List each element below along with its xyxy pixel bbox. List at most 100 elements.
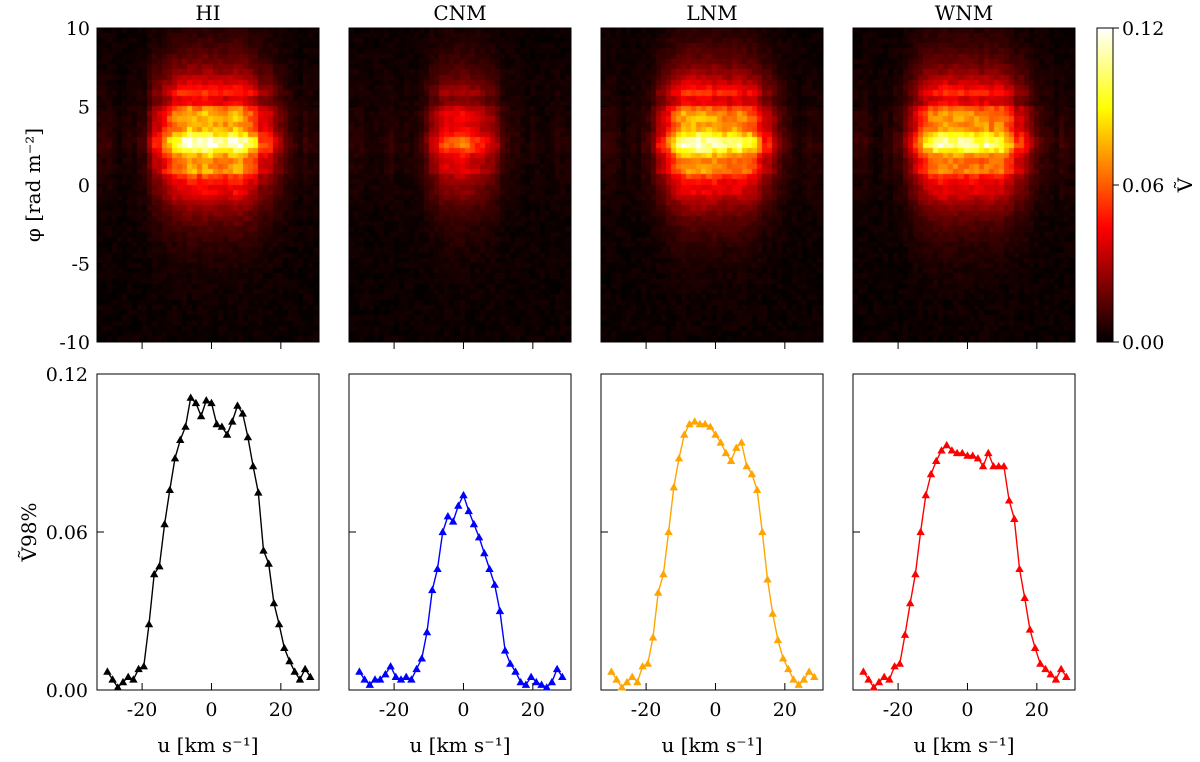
heatmap-y-tick-label: -10 xyxy=(59,332,90,354)
profile-x-tick-label: -20 xyxy=(883,699,914,721)
profile-cnm-marker xyxy=(532,677,541,686)
profile-wnm-marker xyxy=(906,598,915,607)
heatmap-cnm-panel: CNM xyxy=(348,1,572,343)
profile-wnm-marker xyxy=(1056,664,1066,673)
profile-hi-marker xyxy=(259,546,268,554)
profile-cnm-line xyxy=(358,493,563,689)
profile-wnm-marker xyxy=(978,462,988,470)
profile-hi-marker xyxy=(202,396,211,404)
profile-lnm-marker xyxy=(607,667,616,675)
colorbar-tick-label: 0.00 xyxy=(1122,332,1164,354)
profile-cnm-frame xyxy=(348,373,572,691)
profile-wnm-marker xyxy=(958,448,967,457)
heatmap-lnm-image xyxy=(601,28,823,342)
heatmap-y-axis-label: φ [rad m⁻²] xyxy=(21,128,45,242)
profile-hi-marker xyxy=(212,419,221,428)
profile-wnm-marker xyxy=(973,454,983,462)
profile-lnm-marker xyxy=(789,675,798,683)
profile-wnm-marker xyxy=(900,630,910,638)
profile-cnm-marker xyxy=(521,680,531,688)
profile-cnm-marker xyxy=(360,675,369,683)
profile-wnm-marker xyxy=(859,667,868,675)
panel-title-lnm: LNM xyxy=(686,1,737,25)
profile-y-axis-label: Ṽ98% xyxy=(17,503,41,563)
profile-cnm-marker xyxy=(526,672,536,680)
heatmap-y-tick-label: 10 xyxy=(66,18,90,40)
profile-wnm-marker xyxy=(921,490,930,499)
profile-wnm-marker xyxy=(911,569,920,578)
profile-lnm-marker xyxy=(669,483,678,491)
profile-hi-marker xyxy=(176,435,185,443)
profile-cnm-marker xyxy=(412,664,421,673)
profile-cnm-marker xyxy=(500,646,510,654)
profile-wnm-marker xyxy=(895,659,904,667)
heatmap-wnm-image xyxy=(853,28,1075,342)
profile-hi-marker xyxy=(280,643,289,651)
profile-hi-marker xyxy=(243,433,253,441)
profile-wnm-marker xyxy=(890,662,899,670)
profile-y-tick-label: 0.06 xyxy=(46,522,88,544)
profile-cnm-marker xyxy=(417,654,426,662)
profile-cnm-marker xyxy=(459,490,468,499)
profile-cnm-marker xyxy=(464,506,473,515)
heatmap-hi-image xyxy=(97,28,319,342)
profile-x-tick-label: 20 xyxy=(1025,699,1049,721)
profile-cnm-marker xyxy=(428,585,437,594)
profile-panels: -20 0 20 u [km s⁻¹] -20 0 20 u [km s⁻¹] -20 0 20 u … xyxy=(96,373,1076,757)
profile-wnm-marker xyxy=(1020,593,1029,601)
profile-hi-marker xyxy=(196,411,206,420)
heatmap-y-tick-label: 0 xyxy=(78,175,90,197)
profile-wnm-marker xyxy=(1015,564,1024,572)
profile-lnm-marker xyxy=(784,664,793,673)
profile-hi-marker xyxy=(248,462,258,470)
panel-title-hi: HI xyxy=(195,1,220,25)
profile-hi-marker xyxy=(238,409,247,417)
profile-y-tick-label: 0.00 xyxy=(46,680,88,702)
colorbar-tick-label: 0.06 xyxy=(1122,175,1164,197)
profile-hi-marker xyxy=(274,620,284,628)
profile-x-tick-label: 0 xyxy=(961,699,973,721)
profile-wnm-x-axis-label: u [km s⁻¹] xyxy=(913,733,1014,757)
profile-lnm-frame xyxy=(600,373,824,691)
profile-hi-marker xyxy=(233,401,242,409)
profile-hi-marker xyxy=(295,675,305,683)
profile-x-tick-label: -20 xyxy=(127,699,158,721)
profile-cnm-marker xyxy=(376,675,385,683)
profile-hi-marker xyxy=(181,422,190,430)
profile-wnm-marker xyxy=(947,446,957,454)
profile-lnm-marker xyxy=(773,635,783,644)
profile-wnm-marker xyxy=(1051,675,1061,683)
profile-lnm-marker xyxy=(778,654,788,662)
profile-hi-marker xyxy=(264,559,273,567)
profile-lnm-line xyxy=(610,420,815,689)
profile-lnm-marker xyxy=(763,575,772,583)
profile-wnm-marker xyxy=(984,448,993,457)
profile-hi-frame xyxy=(96,373,320,691)
profile-cnm-marker xyxy=(506,659,515,667)
profile-wnm-marker xyxy=(864,675,873,683)
profile-wnm-marker xyxy=(880,672,889,680)
profile-cnm-marker xyxy=(511,667,520,675)
profile-hi-marker xyxy=(124,672,133,680)
profile-lnm-marker xyxy=(706,422,715,430)
heatmap-y-tick-label: 5 xyxy=(78,97,90,119)
profile-hi-marker xyxy=(290,667,299,675)
profile-cnm-marker xyxy=(547,677,557,686)
profile-cnm-marker xyxy=(407,675,416,683)
profile-cnm-marker xyxy=(438,527,447,536)
profile-cnm-marker xyxy=(402,672,411,680)
profile-hi-marker xyxy=(254,488,263,496)
profile-wnm-marker xyxy=(1004,496,1014,504)
profile-x-tick-label: -20 xyxy=(631,699,662,721)
heatmap-lnm-panel: LNM xyxy=(600,1,824,343)
profile-y-tick-label: 0.12 xyxy=(46,364,88,386)
profile-hi-marker xyxy=(134,664,143,673)
profile-wnm-marker xyxy=(916,527,925,536)
profile-cnm-marker xyxy=(537,680,546,688)
profile-lnm-marker xyxy=(700,419,710,428)
profile-lnm-marker xyxy=(758,527,767,536)
profile-lnm-marker xyxy=(737,438,746,446)
profile-lnm-marker xyxy=(742,462,751,470)
profile-hi-marker xyxy=(139,662,148,670)
profile-lnm-marker xyxy=(716,438,725,446)
